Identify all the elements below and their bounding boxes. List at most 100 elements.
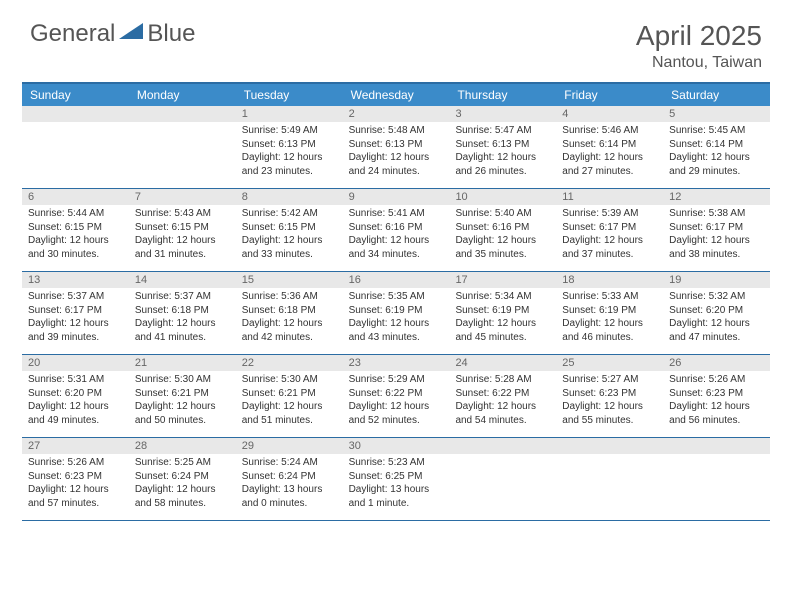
day-header: Saturday	[663, 84, 770, 106]
sunrise-line: Sunrise: 5:33 AM	[562, 290, 657, 304]
day-cell: 13Sunrise: 5:37 AMSunset: 6:17 PMDayligh…	[22, 272, 129, 354]
day-number: 29	[236, 438, 343, 454]
day-cell: 10Sunrise: 5:40 AMSunset: 6:16 PMDayligh…	[449, 189, 556, 271]
day-cell: 14Sunrise: 5:37 AMSunset: 6:18 PMDayligh…	[129, 272, 236, 354]
day-cell: 5Sunrise: 5:45 AMSunset: 6:14 PMDaylight…	[663, 106, 770, 188]
day-header: Wednesday	[343, 84, 450, 106]
day-content: Sunrise: 5:32 AMSunset: 6:20 PMDaylight:…	[663, 288, 770, 348]
day-cell: 11Sunrise: 5:39 AMSunset: 6:17 PMDayligh…	[556, 189, 663, 271]
sunrise-line: Sunrise: 5:39 AM	[562, 207, 657, 221]
day-content: Sunrise: 5:34 AMSunset: 6:19 PMDaylight:…	[449, 288, 556, 348]
sunrise-line: Sunrise: 5:32 AM	[669, 290, 764, 304]
sunset-line: Sunset: 6:16 PM	[455, 221, 550, 235]
day-number: 8	[236, 189, 343, 205]
sunrise-line: Sunrise: 5:25 AM	[135, 456, 230, 470]
daylight-line: Daylight: 12 hours and 26 minutes.	[455, 151, 550, 178]
day-cell: 15Sunrise: 5:36 AMSunset: 6:18 PMDayligh…	[236, 272, 343, 354]
sunrise-line: Sunrise: 5:26 AM	[669, 373, 764, 387]
sunset-line: Sunset: 6:19 PM	[455, 304, 550, 318]
sunset-line: Sunset: 6:23 PM	[28, 470, 123, 484]
day-content: Sunrise: 5:38 AMSunset: 6:17 PMDaylight:…	[663, 205, 770, 265]
sunset-line: Sunset: 6:21 PM	[242, 387, 337, 401]
daylight-line: Daylight: 12 hours and 51 minutes.	[242, 400, 337, 427]
sunrise-line: Sunrise: 5:36 AM	[242, 290, 337, 304]
logo-text-1: General	[30, 20, 115, 48]
day-content: Sunrise: 5:24 AMSunset: 6:24 PMDaylight:…	[236, 454, 343, 514]
day-content: Sunrise: 5:39 AMSunset: 6:17 PMDaylight:…	[556, 205, 663, 265]
day-content: Sunrise: 5:47 AMSunset: 6:13 PMDaylight:…	[449, 122, 556, 182]
day-header: Monday	[129, 84, 236, 106]
day-cell: 1Sunrise: 5:49 AMSunset: 6:13 PMDaylight…	[236, 106, 343, 188]
day-number: 13	[22, 272, 129, 288]
empty-cell	[22, 106, 129, 188]
day-content: Sunrise: 5:30 AMSunset: 6:21 PMDaylight:…	[129, 371, 236, 431]
day-number: 22	[236, 355, 343, 371]
day-number: 27	[22, 438, 129, 454]
week-row: 20Sunrise: 5:31 AMSunset: 6:20 PMDayligh…	[22, 355, 770, 438]
sunrise-line: Sunrise: 5:46 AM	[562, 124, 657, 138]
daylight-line: Daylight: 12 hours and 49 minutes.	[28, 400, 123, 427]
day-number: 25	[556, 355, 663, 371]
daylight-line: Daylight: 12 hours and 33 minutes.	[242, 234, 337, 261]
header: General Blue April 2025 Nantou, Taiwan	[0, 0, 792, 82]
sunset-line: Sunset: 6:23 PM	[669, 387, 764, 401]
day-number: 10	[449, 189, 556, 205]
week-row: 6Sunrise: 5:44 AMSunset: 6:15 PMDaylight…	[22, 189, 770, 272]
day-cell: 29Sunrise: 5:24 AMSunset: 6:24 PMDayligh…	[236, 438, 343, 520]
day-number: 2	[343, 106, 450, 122]
sunset-line: Sunset: 6:22 PM	[349, 387, 444, 401]
sunrise-line: Sunrise: 5:29 AM	[349, 373, 444, 387]
empty-cell	[449, 438, 556, 520]
sunrise-line: Sunrise: 5:30 AM	[242, 373, 337, 387]
day-number: 5	[663, 106, 770, 122]
day-cell: 25Sunrise: 5:27 AMSunset: 6:23 PMDayligh…	[556, 355, 663, 437]
sunrise-line: Sunrise: 5:40 AM	[455, 207, 550, 221]
day-number: 9	[343, 189, 450, 205]
day-number: 15	[236, 272, 343, 288]
daylight-line: Daylight: 13 hours and 1 minute.	[349, 483, 444, 510]
day-number: 11	[556, 189, 663, 205]
sunrise-line: Sunrise: 5:49 AM	[242, 124, 337, 138]
empty-daynum	[22, 106, 129, 122]
day-content: Sunrise: 5:29 AMSunset: 6:22 PMDaylight:…	[343, 371, 450, 431]
sunrise-line: Sunrise: 5:28 AM	[455, 373, 550, 387]
day-number: 24	[449, 355, 556, 371]
day-number: 4	[556, 106, 663, 122]
daylight-line: Daylight: 12 hours and 54 minutes.	[455, 400, 550, 427]
sunset-line: Sunset: 6:17 PM	[669, 221, 764, 235]
title-block: April 2025 Nantou, Taiwan	[636, 20, 762, 72]
empty-daynum	[449, 438, 556, 454]
sunrise-line: Sunrise: 5:38 AM	[669, 207, 764, 221]
day-content: Sunrise: 5:37 AMSunset: 6:17 PMDaylight:…	[22, 288, 129, 348]
day-content: Sunrise: 5:30 AMSunset: 6:21 PMDaylight:…	[236, 371, 343, 431]
daylight-line: Daylight: 12 hours and 37 minutes.	[562, 234, 657, 261]
week-row: 1Sunrise: 5:49 AMSunset: 6:13 PMDaylight…	[22, 106, 770, 189]
daylight-line: Daylight: 12 hours and 47 minutes.	[669, 317, 764, 344]
day-cell: 26Sunrise: 5:26 AMSunset: 6:23 PMDayligh…	[663, 355, 770, 437]
sunrise-line: Sunrise: 5:24 AM	[242, 456, 337, 470]
sunrise-line: Sunrise: 5:48 AM	[349, 124, 444, 138]
day-number: 12	[663, 189, 770, 205]
empty-cell	[663, 438, 770, 520]
day-content: Sunrise: 5:36 AMSunset: 6:18 PMDaylight:…	[236, 288, 343, 348]
daylight-line: Daylight: 12 hours and 43 minutes.	[349, 317, 444, 344]
day-cell: 21Sunrise: 5:30 AMSunset: 6:21 PMDayligh…	[129, 355, 236, 437]
day-number: 21	[129, 355, 236, 371]
day-content: Sunrise: 5:23 AMSunset: 6:25 PMDaylight:…	[343, 454, 450, 514]
daylight-line: Daylight: 12 hours and 50 minutes.	[135, 400, 230, 427]
location: Nantou, Taiwan	[636, 54, 762, 72]
calendar: SundayMondayTuesdayWednesdayThursdayFrid…	[22, 82, 770, 521]
day-content: Sunrise: 5:27 AMSunset: 6:23 PMDaylight:…	[556, 371, 663, 431]
logo-icon	[119, 20, 145, 48]
day-cell: 7Sunrise: 5:43 AMSunset: 6:15 PMDaylight…	[129, 189, 236, 271]
week-row: 13Sunrise: 5:37 AMSunset: 6:17 PMDayligh…	[22, 272, 770, 355]
empty-daynum	[556, 438, 663, 454]
daylight-line: Daylight: 12 hours and 39 minutes.	[28, 317, 123, 344]
day-header: Thursday	[449, 84, 556, 106]
empty-cell	[556, 438, 663, 520]
day-number: 18	[556, 272, 663, 288]
daylight-line: Daylight: 12 hours and 41 minutes.	[135, 317, 230, 344]
day-cell: 3Sunrise: 5:47 AMSunset: 6:13 PMDaylight…	[449, 106, 556, 188]
sunset-line: Sunset: 6:21 PM	[135, 387, 230, 401]
daylight-line: Daylight: 12 hours and 56 minutes.	[669, 400, 764, 427]
